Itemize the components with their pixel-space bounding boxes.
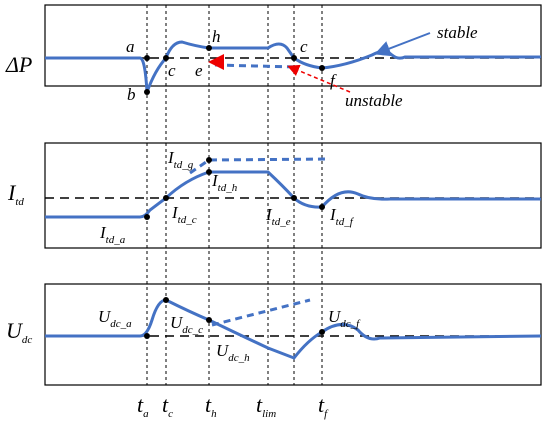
- unstable-label: unstable: [345, 91, 403, 110]
- point-label: h: [212, 27, 221, 46]
- point-label-sub: td_a: [106, 234, 126, 246]
- time-label: tlim: [256, 392, 276, 420]
- time-label-main: t: [205, 392, 212, 417]
- point-label: a: [126, 37, 135, 56]
- y-label-sub: dc: [22, 334, 33, 346]
- point-label: Udc_h: [216, 341, 250, 364]
- time-label-main: t: [318, 392, 325, 417]
- point-label-main: U: [170, 313, 184, 332]
- point-label-main: I: [329, 205, 337, 224]
- point-label-sub: dc_c: [182, 324, 203, 336]
- point-label-main: I: [167, 148, 175, 167]
- point-label-sub: dc_a: [110, 318, 132, 330]
- point-label-main: U: [328, 307, 342, 326]
- point-label: b: [127, 85, 136, 104]
- y-label: Udc: [6, 318, 32, 346]
- point-label-sub: dc_h: [228, 352, 250, 364]
- point-label-sub: dc_f: [340, 318, 361, 330]
- point-label: Itd_g: [167, 148, 194, 171]
- y-label-main: U: [6, 318, 24, 343]
- point-label-main: I: [211, 171, 219, 190]
- time-label-main: t: [162, 392, 169, 417]
- point-label: Udc_c: [170, 313, 203, 336]
- time-label: ta: [137, 392, 149, 420]
- point-label: Itd_h: [211, 171, 238, 194]
- point-label-main: I: [265, 205, 273, 224]
- point-label: e: [195, 61, 203, 80]
- point-label-sub: td_h: [218, 182, 238, 194]
- point-label: Itd_f: [329, 205, 355, 228]
- point-label: Udc_a: [98, 307, 132, 330]
- time-label-sub: f: [324, 408, 329, 420]
- time-label: th: [205, 392, 217, 420]
- point-label: Udc_f: [328, 307, 361, 330]
- labels: ΔP a b c e h c f stable unstable Itd Udc I…: [5, 23, 478, 420]
- time-label-main: t: [137, 392, 144, 417]
- y-label-main: I: [7, 180, 17, 205]
- time-label-sub: c: [168, 408, 173, 420]
- point-label: c: [168, 61, 176, 80]
- point-label: Itd_e: [265, 205, 291, 228]
- point-label-sub: td_f: [336, 216, 355, 228]
- points: [144, 45, 325, 339]
- point-label-main: U: [98, 307, 112, 326]
- point-label: f: [330, 71, 337, 90]
- point-label-main: U: [216, 341, 230, 360]
- point-label-sub: td_g: [174, 159, 194, 171]
- y-label-sub: td: [15, 196, 24, 208]
- point-label-main: I: [99, 223, 107, 242]
- y-label: Itd: [7, 180, 24, 208]
- time-label-sub: lim: [262, 408, 276, 420]
- y-label: ΔP: [5, 52, 32, 77]
- point-label: c: [300, 37, 308, 56]
- time-label-main: t: [256, 392, 263, 417]
- time-label-sub: h: [211, 408, 217, 420]
- point-label-main: I: [171, 203, 179, 222]
- time-label: tc: [162, 392, 173, 420]
- stable-label: stable: [437, 23, 478, 42]
- point-label-sub: td_c: [178, 214, 197, 226]
- time-label-sub: a: [143, 408, 149, 420]
- time-label: tf: [318, 392, 329, 420]
- point-label: Itd_a: [99, 223, 126, 246]
- point-label-sub: td_e: [272, 216, 291, 228]
- point-label: Itd_c: [171, 203, 197, 226]
